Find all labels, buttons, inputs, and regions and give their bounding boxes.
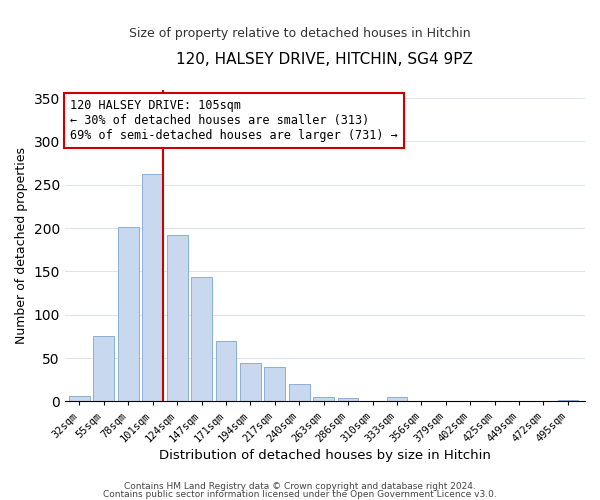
Bar [191, 278, 212, 402]
Bar [386, 397, 407, 402]
Text: Contains HM Land Registry data © Crown copyright and database right 2024.: Contains HM Land Registry data © Crown c… [124, 482, 476, 491]
X-axis label: Distribution of detached houses by size in Hitchin: Distribution of detached houses by size … [159, 450, 491, 462]
Bar [265, 366, 285, 402]
Bar [313, 397, 334, 402]
Bar [167, 235, 188, 402]
Title: 120, HALSEY DRIVE, HITCHIN, SG4 9PZ: 120, HALSEY DRIVE, HITCHIN, SG4 9PZ [176, 52, 473, 68]
Bar [289, 384, 310, 402]
Text: Contains public sector information licensed under the Open Government Licence v3: Contains public sector information licen… [103, 490, 497, 499]
Text: Size of property relative to detached houses in Hitchin: Size of property relative to detached ho… [129, 28, 471, 40]
Bar [557, 400, 578, 402]
Bar [118, 227, 139, 402]
Bar [142, 174, 163, 402]
Bar [338, 398, 358, 402]
Bar [240, 363, 261, 402]
Y-axis label: Number of detached properties: Number of detached properties [15, 147, 28, 344]
Text: 120 HALSEY DRIVE: 105sqm
← 30% of detached houses are smaller (313)
69% of semi-: 120 HALSEY DRIVE: 105sqm ← 30% of detach… [70, 99, 398, 142]
Bar [69, 396, 90, 402]
Bar [215, 340, 236, 402]
Bar [94, 336, 114, 402]
